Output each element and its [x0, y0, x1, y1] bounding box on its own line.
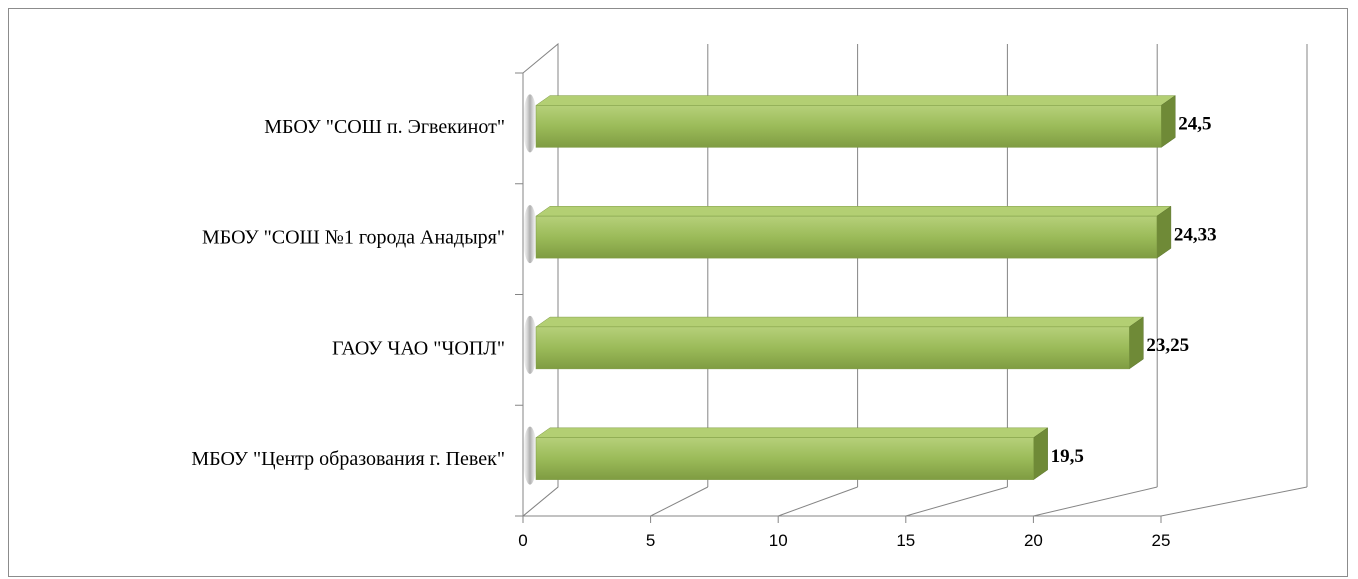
- x-tick-label: 20: [1024, 531, 1043, 550]
- data-label: 19,5: [1051, 446, 1084, 467]
- bar: [535, 215, 1158, 259]
- category-label: ГАОУ ЧАО "ЧОПЛ": [332, 337, 505, 359]
- category-label: МБОУ "СОШ №1 города Анадыря": [202, 227, 505, 249]
- floor-gridline: [778, 486, 858, 517]
- bar-shadow: [523, 94, 537, 153]
- data-label: 24,5: [1178, 114, 1211, 135]
- floor-gridline: [650, 486, 709, 517]
- x-tick-label: 25: [1152, 531, 1171, 550]
- floor-gridline: [1160, 486, 1308, 517]
- bar-shadow: [523, 315, 537, 374]
- bar: [535, 105, 1162, 148]
- bar: [535, 326, 1130, 370]
- bar-chart: 0 5 10 15 20 25 19,5 МБОУ "Центр образования г.…: [191, 42, 1308, 550]
- x-tick-label: 10: [769, 531, 788, 550]
- bar-shadow: [523, 205, 537, 264]
- category-label: МБОУ "СОШ п. Эгвекинот": [264, 116, 505, 138]
- data-label: 24,33: [1174, 224, 1217, 245]
- x-tick-label: 15: [896, 531, 915, 550]
- bar-top-face: [535, 316, 1145, 328]
- bar-top-face: [535, 95, 1177, 106]
- bar-shadow: [523, 426, 537, 485]
- bar-top-face: [535, 206, 1172, 217]
- left-wall: [522, 42, 559, 518]
- x-tick-label: 5: [646, 531, 655, 550]
- data-label: 23,25: [1146, 335, 1189, 356]
- category-label: МБОУ "Центр образования г. Певек": [191, 448, 505, 470]
- chart-frame: 0 5 10 15 20 25 19,5 МБОУ "Центр образования г.…: [8, 8, 1348, 577]
- floor-gridline: [905, 486, 1008, 517]
- x-tick-label: 0: [518, 531, 527, 550]
- floor-gridline: [1033, 486, 1158, 517]
- bar-top-face: [535, 427, 1049, 438]
- bar: [535, 437, 1034, 480]
